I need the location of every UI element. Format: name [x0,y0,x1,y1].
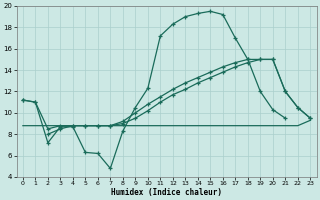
X-axis label: Humidex (Indice chaleur): Humidex (Indice chaleur) [111,188,222,197]
